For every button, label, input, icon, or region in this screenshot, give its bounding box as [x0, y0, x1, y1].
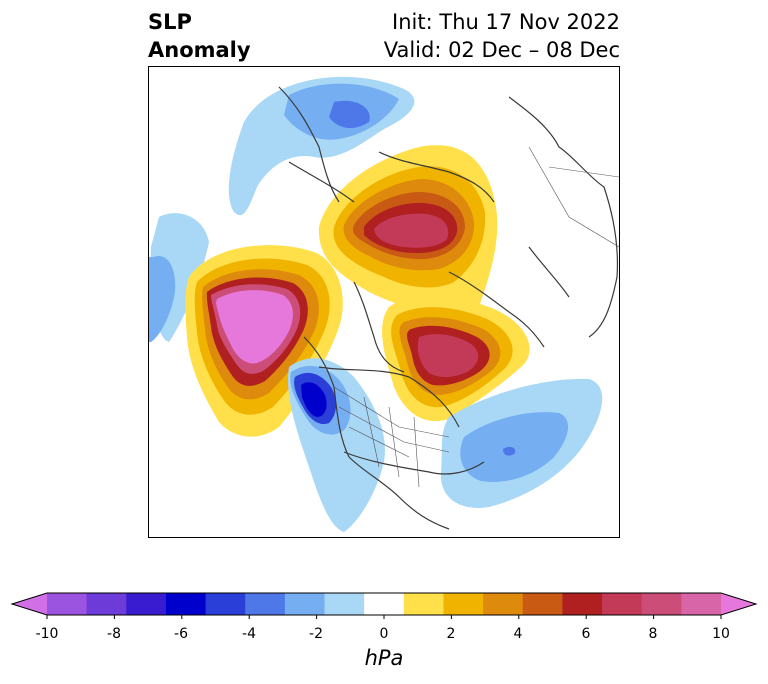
- colorbar-bin: [47, 593, 88, 615]
- title-line-2: Anomaly: [148, 38, 251, 62]
- colorbar-bin: [641, 593, 682, 615]
- border-layer: [333, 146, 619, 488]
- colorbar-bin: [522, 593, 563, 615]
- colorbar-extend-min: [12, 593, 47, 615]
- colorbar-tick: 2: [446, 626, 456, 642]
- colorbar-unit-label: hPa: [364, 646, 404, 670]
- anomaly-contour-neg-west-inner: [149, 256, 176, 342]
- colorbar-bin: [364, 593, 405, 615]
- colorbar-bin: [245, 593, 286, 615]
- colorbar-bin: [324, 593, 365, 615]
- title-line-1: SLP: [148, 10, 192, 34]
- colorbar-extend-max: [721, 593, 756, 615]
- colorbar-tick: 8: [648, 626, 658, 642]
- colorbar-tick: -8: [107, 626, 121, 642]
- colorbar-bin: [403, 593, 444, 615]
- colorbar-bin: [165, 593, 207, 615]
- colorbar: [10, 592, 758, 619]
- colorbar-bin: [602, 593, 643, 615]
- colorbar-tick: 0: [379, 626, 389, 642]
- anomaly-contour-neg-greenland-core: [329, 100, 370, 129]
- init-label: Init: Thu 17 Nov 2022: [392, 10, 620, 34]
- colorbar-tick: -2: [309, 626, 323, 642]
- colorbar-bin: [681, 593, 722, 615]
- colorbar-bin: [284, 593, 326, 615]
- colorbar-bin: [443, 593, 484, 615]
- anomaly-contour-neg-uswest-core: [301, 382, 327, 417]
- colorbar-bin: [205, 593, 246, 615]
- anomaly-contour-pos-arctic-core: [374, 213, 449, 248]
- chart-subtitle: Init: Thu 17 Nov 2022 Valid: 02 Dec – 08…: [384, 8, 620, 64]
- colorbar-bin: [86, 593, 127, 615]
- colorbar-tick: -4: [242, 626, 256, 642]
- anomaly-contour-pos-pacific-core: [216, 290, 293, 364]
- map-panel: [148, 66, 620, 538]
- colorbar-bin: [126, 593, 167, 615]
- chart-title: SLP Anomaly: [148, 8, 251, 64]
- colorbar-bin: [483, 593, 524, 615]
- colorbar-tick: 6: [581, 626, 591, 642]
- colorbar-tick: -6: [174, 626, 188, 642]
- anomaly-contour-pos-canada-core: [417, 334, 479, 378]
- colorbar-tick: 10: [712, 626, 730, 642]
- anomaly-map: [149, 76, 619, 532]
- coastline-layer: [278, 86, 618, 530]
- colorbar-tick: -10: [35, 626, 59, 642]
- valid-label: Valid: 02 Dec – 08 Dec: [383, 38, 620, 62]
- colorbar-bin: [562, 593, 603, 615]
- anomaly-contour-neg-atlantic-core: [503, 446, 516, 456]
- colorbar-tick: 4: [513, 626, 523, 642]
- anomaly-contour-neg-atlantic-2: [460, 412, 569, 482]
